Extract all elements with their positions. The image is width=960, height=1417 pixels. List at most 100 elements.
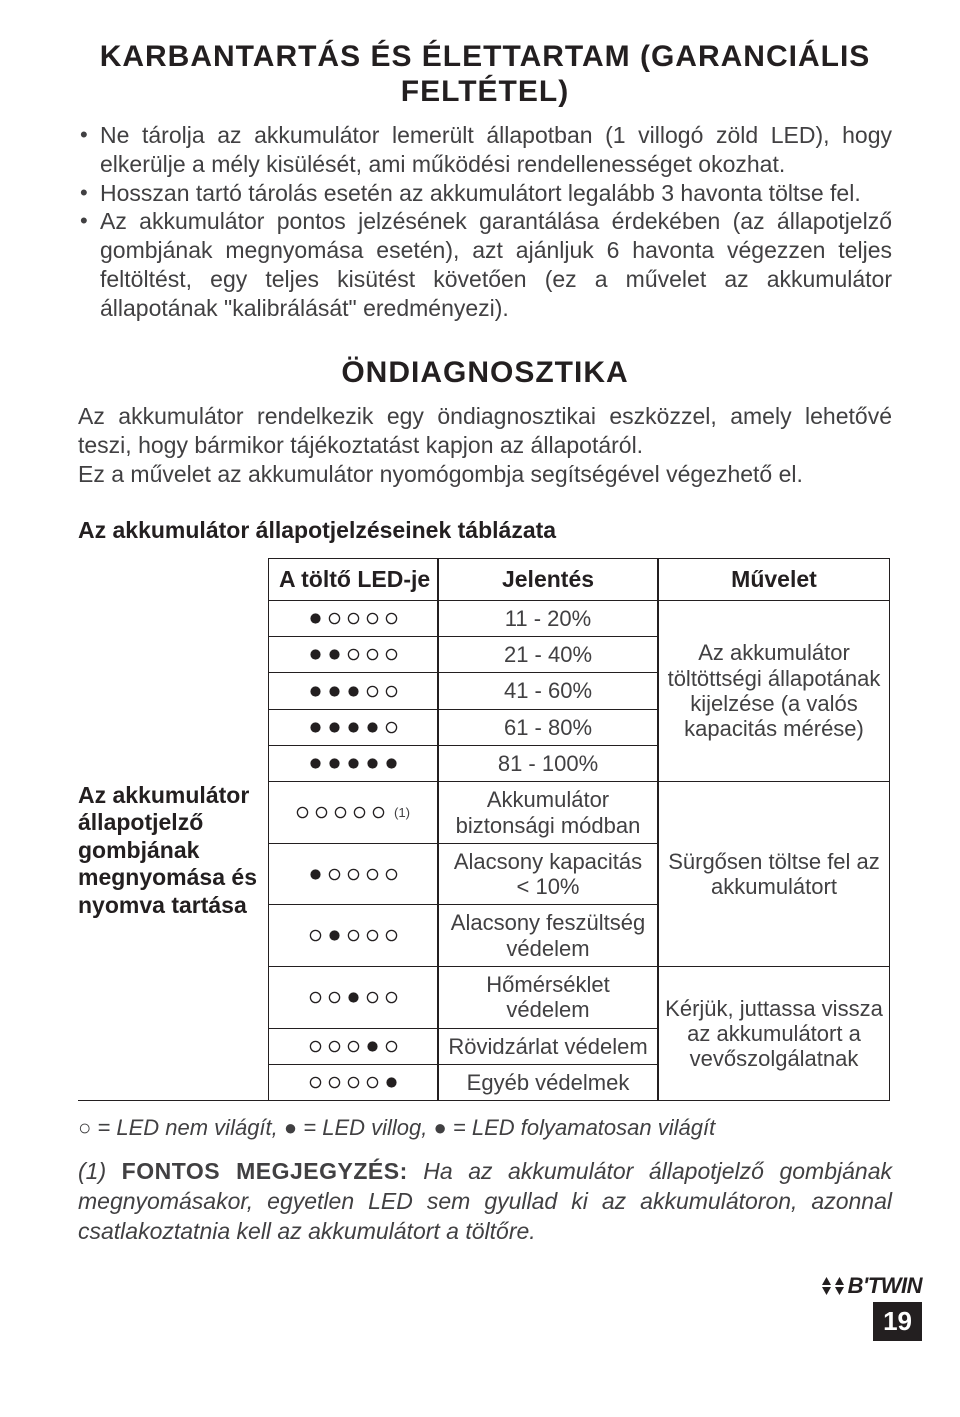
led-cell: (1) [268,782,438,844]
important-note: (1) FONTOS MEGJEGYZÉS: Ha az akkumulátor… [78,1157,892,1247]
led-off-icon [328,868,341,881]
led-on-icon [309,648,322,661]
meaning-cell: Akkumulátor biztonsági módban [438,782,658,844]
led-off-icon [353,806,366,819]
led-on-icon [309,612,322,625]
led-on-icon [366,1040,379,1053]
led-off-icon [385,991,398,1004]
page-number: 19 [873,1302,922,1341]
bullet-item: Ne tárolja az akkumulátor lemerült állap… [78,121,892,179]
led-off-icon [385,1040,398,1053]
row-header-text: Az akkumulátor állapotjelző gombjának me… [78,782,260,920]
selfdiag-paragraph: Az akkumulátor rendelkezik egy öndiagnos… [78,402,892,460]
led-on-icon [328,757,341,770]
led-off-icon [366,929,379,942]
led-off-icon [366,648,379,661]
row-header-press-hold: Az akkumulátor állapotjelző gombjának me… [78,601,268,1101]
led-sequence [309,991,398,1004]
table-corner-blank [78,558,268,601]
led-off-icon [328,612,341,625]
footnote-ref: (1) [394,805,410,820]
led-sequence [296,806,385,819]
logo-text: B'TWIN [848,1273,922,1299]
led-on-icon [385,757,398,770]
led-off-icon [385,929,398,942]
led-on-icon [309,685,322,698]
led-cell [268,1065,438,1101]
led-off-icon [347,929,360,942]
led-on-icon [309,757,322,770]
col-header-meaning: Jelentés [438,558,658,601]
led-sequence [309,685,398,698]
led-legend: ○ = LED nem világít, ● = LED villog, ● =… [78,1115,892,1141]
led-cell [268,637,438,673]
meaning-cell: 81 - 100% [438,746,658,782]
led-off-icon [328,991,341,1004]
page: KARBANTARTÁS ÉS ÉLETTARTAM (GARANCIÁLIS … [0,0,960,1371]
maintenance-bullet-list: Ne tárolja az akkumulátor lemerült állap… [78,121,892,322]
meaning-cell: 11 - 20% [438,601,658,637]
led-off-icon [385,721,398,734]
operation-cell: Az akkumulátor töltöttségi állapotának k… [658,601,890,782]
bullet-item: Hosszan tartó tárolás esetén az akkumulá… [78,179,892,208]
led-off-icon [385,612,398,625]
led-cell [268,844,438,906]
meaning-cell: 21 - 40% [438,637,658,673]
led-off-icon [385,685,398,698]
led-on-icon [347,721,360,734]
led-on-icon [366,721,379,734]
led-cell [268,746,438,782]
led-sequence [309,612,398,625]
led-off-icon [328,1076,341,1089]
logo-mark-icon [822,1275,844,1297]
led-sequence [309,757,398,770]
led-on-icon [328,685,341,698]
led-cell [268,673,438,709]
led-off-icon [372,806,385,819]
led-off-icon [296,806,309,819]
led-on-icon [385,1076,398,1089]
heading-maintenance: KARBANTARTÁS ÉS ÉLETTARTAM (GARANCIÁLIS … [78,40,892,109]
operation-cell: Kérjük, juttassa vissza az akkumulátort … [658,967,890,1101]
led-cell [268,967,438,1029]
led-on-icon [309,868,322,881]
led-sequence [309,1040,398,1053]
led-off-icon [309,929,322,942]
meaning-cell: Hőmérséklet védelem [438,967,658,1029]
led-off-icon [385,868,398,881]
led-sequence [309,1076,398,1089]
note-label: FONTOS MEGJEGYZÉS: [122,1158,408,1184]
meaning-cell: Egyéb védelmek [438,1065,658,1101]
led-on-icon [309,721,322,734]
led-off-icon [347,612,360,625]
led-off-icon [309,991,322,1004]
led-cell [268,601,438,637]
btwin-logo: B'TWIN [822,1273,922,1299]
meaning-cell: Alacsony kapacitás < 10% [438,844,658,906]
led-off-icon [309,1040,322,1053]
led-off-icon [366,991,379,1004]
led-on-icon [347,757,360,770]
led-on-icon [347,991,360,1004]
led-cell [268,710,438,746]
led-off-icon [347,1040,360,1053]
led-off-icon [334,806,347,819]
led-off-icon [328,1040,341,1053]
led-on-icon [328,648,341,661]
note-prefix: (1) [78,1158,122,1184]
col-header-led: A töltő LED-je [268,558,438,601]
led-off-icon [366,1076,379,1089]
led-on-icon [328,929,341,942]
page-footer: B'TWIN 19 [78,1275,892,1341]
led-sequence [309,721,398,734]
led-off-icon [366,868,379,881]
meaning-cell: Alacsony feszültség védelem [438,905,658,967]
col-header-operation: Művelet [658,558,890,601]
meaning-cell: Rövidzárlat védelem [438,1029,658,1065]
led-off-icon [347,648,360,661]
status-table: A töltő LED-je Jelentés Művelet Az akkum… [78,558,892,1102]
heading-selfdiag: ÖNDIAGNOSZTIKA [78,356,892,390]
meaning-cell: 61 - 80% [438,710,658,746]
led-off-icon [315,806,328,819]
led-off-icon [347,1076,360,1089]
